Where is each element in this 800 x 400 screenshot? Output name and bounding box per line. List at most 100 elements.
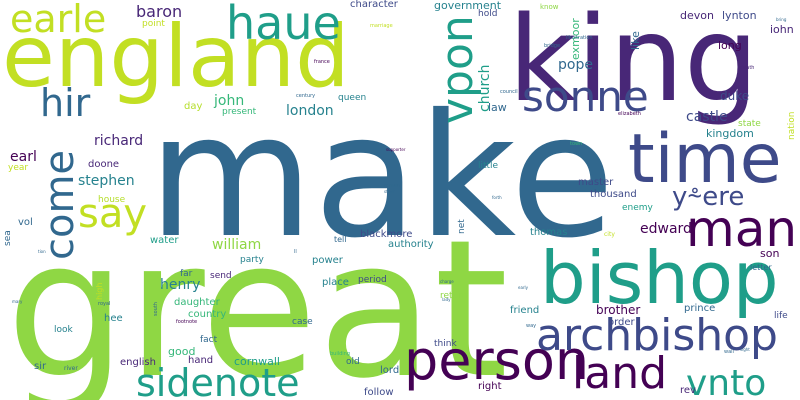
- word-city: city: [604, 231, 615, 238]
- word-long: long: [718, 39, 742, 52]
- word-sonne: sonne: [522, 72, 649, 121]
- word-authority: authority: [388, 239, 434, 250]
- word-kingdom: kingdom: [706, 127, 754, 140]
- word-stephen: stephen: [78, 173, 135, 189]
- word-high: high: [95, 282, 104, 300]
- word-know: know: [540, 3, 559, 11]
- word-government: government: [434, 0, 502, 12]
- word-edward: edward: [640, 221, 692, 237]
- word-elizabeth: elizabeth: [618, 111, 641, 117]
- word-hold: hold: [478, 9, 498, 19]
- word-council: council: [500, 89, 518, 95]
- word-bring: bring: [776, 17, 787, 22]
- word-river: river: [64, 365, 78, 372]
- word-sight: sight: [740, 347, 750, 352]
- word-prince: prince: [684, 303, 716, 314]
- word-building: building: [330, 351, 351, 357]
- word-illustration: illustration: [566, 35, 593, 41]
- word-devon: devon: [680, 9, 714, 22]
- word-footnote: footnote: [176, 319, 198, 325]
- word-charge: charge: [440, 279, 454, 284]
- word-person: person: [404, 329, 590, 392]
- word-richard: richard: [94, 133, 144, 149]
- word-castle: castle: [686, 109, 728, 125]
- word-year: year: [8, 163, 29, 173]
- word-henry: henry: [160, 277, 201, 293]
- word-land: land: [572, 348, 668, 399]
- word-yere: y⸛ere: [672, 182, 745, 212]
- word-hand: hand: [188, 355, 214, 366]
- word-england: england: [2, 7, 350, 107]
- word-bridge: bridge: [544, 43, 561, 49]
- word-doone: doone: [88, 159, 120, 170]
- word-forth: forth: [492, 195, 502, 200]
- word-bishop: bishop: [540, 236, 779, 320]
- word-earl: earl: [10, 149, 37, 165]
- word-archbishop: archbishop: [536, 310, 778, 361]
- word-tion: tion: [38, 249, 46, 254]
- word-make: make: [148, 78, 615, 276]
- word-daughter: daughter: [174, 297, 220, 308]
- word-sir: sir: [34, 361, 47, 372]
- word-water: water: [150, 235, 179, 246]
- word-queen: queen: [338, 93, 367, 103]
- word-party: party: [240, 255, 264, 265]
- word-london: london: [286, 103, 334, 119]
- word-say: say: [78, 191, 148, 237]
- word-send: send: [210, 271, 232, 281]
- word-william: william: [212, 237, 262, 253]
- word-present: present: [222, 107, 257, 117]
- word-order: order: [608, 317, 635, 328]
- word-early: early: [518, 285, 529, 290]
- word-wall: wall: [724, 349, 734, 355]
- word-france: france: [314, 59, 330, 65]
- word-john: john: [214, 93, 245, 109]
- word-day: day: [184, 101, 203, 112]
- word-return: return: [440, 291, 468, 301]
- word-look: look: [54, 325, 73, 335]
- word-time: time: [628, 120, 782, 199]
- word-far: far: [180, 269, 193, 279]
- word-earle: earle: [10, 0, 107, 41]
- word-mary: mary: [12, 299, 23, 304]
- word-brother: brother: [596, 303, 641, 317]
- word-death: death: [740, 65, 755, 71]
- word-vol: vol: [18, 217, 33, 228]
- word-supporter: supporter: [386, 147, 406, 152]
- word-roman: roman: [384, 183, 401, 189]
- word-lord: lord: [380, 365, 400, 376]
- word-man: man: [686, 200, 798, 258]
- word-rev: rev: [680, 385, 696, 396]
- word-power: power: [312, 255, 343, 266]
- word-century: century: [296, 93, 316, 99]
- word-blackmore: blackmore: [360, 229, 413, 240]
- word-good: good: [168, 345, 196, 358]
- word-point: point: [142, 19, 165, 29]
- word-like: like: [629, 31, 642, 50]
- word-friend: friend: [510, 305, 540, 316]
- word-haue: haue: [226, 0, 341, 50]
- word-little: little: [478, 161, 499, 171]
- word-letter: letter: [750, 263, 772, 272]
- word-son: son: [760, 247, 780, 260]
- word-vpon: vpon: [432, 15, 483, 124]
- word-life: life: [774, 311, 788, 321]
- word-period: period: [358, 275, 387, 285]
- word-tell: tell: [334, 235, 347, 244]
- word-cornwall: cornwall: [234, 355, 280, 368]
- word-thomas: thomas: [530, 227, 568, 238]
- word-vnto: vnto: [686, 363, 767, 400]
- word-country: country: [188, 309, 227, 320]
- word-law: law: [488, 101, 507, 114]
- word-ll: ll: [294, 249, 297, 255]
- word-fact: fact: [200, 335, 218, 345]
- word-street: street: [384, 189, 396, 194]
- word-lady: lady: [442, 297, 451, 302]
- word-house: house: [98, 195, 126, 205]
- word-sea: sea: [3, 230, 13, 246]
- word-place: place: [322, 277, 349, 288]
- word-come: come: [37, 149, 83, 260]
- word-sidenote: sidenote: [136, 361, 300, 400]
- word-hir: hir: [40, 81, 91, 125]
